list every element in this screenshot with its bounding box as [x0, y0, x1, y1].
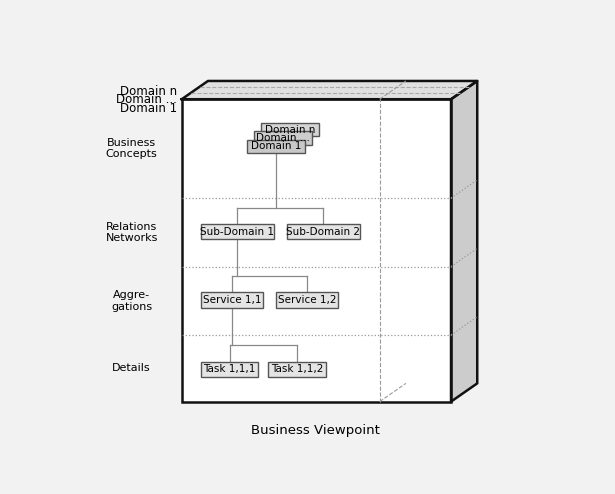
Text: Aggre-
gations: Aggre- gations — [111, 290, 153, 312]
Text: Details: Details — [113, 364, 151, 373]
Polygon shape — [182, 81, 477, 99]
FancyBboxPatch shape — [254, 131, 312, 145]
Text: Domain ...: Domain ... — [116, 93, 177, 107]
Text: Domain 1: Domain 1 — [251, 141, 301, 151]
FancyBboxPatch shape — [287, 224, 360, 239]
FancyBboxPatch shape — [276, 292, 338, 308]
Text: Domain ...: Domain ... — [256, 133, 310, 143]
Text: Task 1,1,2: Task 1,1,2 — [271, 364, 323, 374]
FancyBboxPatch shape — [200, 362, 258, 377]
FancyBboxPatch shape — [261, 123, 319, 136]
FancyBboxPatch shape — [200, 292, 263, 308]
Text: Domain n: Domain n — [120, 85, 177, 98]
Text: Business
Concepts: Business Concepts — [106, 138, 157, 160]
FancyBboxPatch shape — [247, 139, 304, 153]
Text: Task 1,1,1: Task 1,1,1 — [204, 364, 256, 374]
Text: Business Viewpoint: Business Viewpoint — [251, 424, 379, 437]
Text: Domain 1: Domain 1 — [120, 102, 177, 115]
FancyBboxPatch shape — [182, 99, 451, 402]
Text: Sub-Domain 1: Sub-Domain 1 — [200, 227, 274, 237]
FancyBboxPatch shape — [200, 224, 274, 239]
Polygon shape — [451, 81, 477, 402]
Text: Service 1,1: Service 1,1 — [203, 295, 261, 305]
Text: Service 1,2: Service 1,2 — [277, 295, 336, 305]
Text: Sub-Domain 2: Sub-Domain 2 — [287, 227, 360, 237]
Text: Relations
Networks: Relations Networks — [106, 221, 158, 243]
Text: Domain n: Domain n — [265, 124, 315, 135]
FancyBboxPatch shape — [269, 362, 326, 377]
